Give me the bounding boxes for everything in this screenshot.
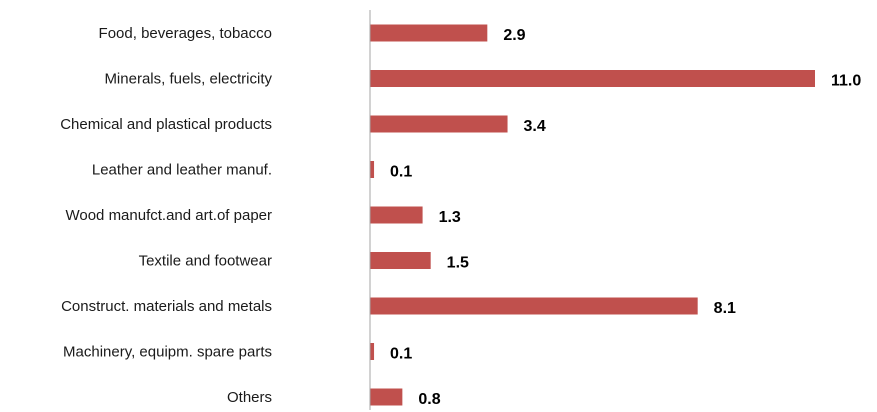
bar-3 [370,161,375,178]
bar-6 [370,297,698,315]
category-label-4: Wood manufct.and art.of paper [65,207,272,224]
value-labels-group: 2.9 11.0 3.4 0.1 1.3 1.5 8.1 0.1 0.8 [390,27,861,408]
category-labels-group: Food, beverages, tobacco Minerals, fuels,… [60,25,272,406]
category-label-2: Chemical and plastical products [60,116,272,133]
bar-4 [370,206,423,224]
category-label-5: Textile and footwear [139,253,272,270]
bar-8 [370,388,403,406]
value-label-7: 0.1 [390,346,412,363]
value-label-4: 1.3 [439,209,461,226]
bar-7 [370,343,375,360]
value-label-6: 8.1 [714,300,736,317]
value-label-5: 1.5 [447,255,469,272]
bar-2 [370,115,508,133]
value-label-3: 0.1 [390,164,412,181]
bar-0 [370,24,488,42]
category-label-0: Food, beverages, tobacco [99,25,272,42]
bars-group [370,24,815,406]
bar-5 [370,252,431,269]
value-label-8: 0.8 [418,391,440,408]
value-label-2: 3.4 [524,118,546,135]
category-label-1: Minerals, fuels, electricity [104,71,272,88]
value-label-1: 11.0 [831,73,861,90]
category-label-7: Machinery, equipm. spare parts [63,344,272,361]
category-label-8: Others [227,389,272,406]
value-label-0: 2.9 [503,27,525,44]
bar-1 [370,70,815,87]
category-label-3: Leather and leather manuf. [92,162,272,179]
category-label-6: Construct. materials and metals [61,298,272,315]
